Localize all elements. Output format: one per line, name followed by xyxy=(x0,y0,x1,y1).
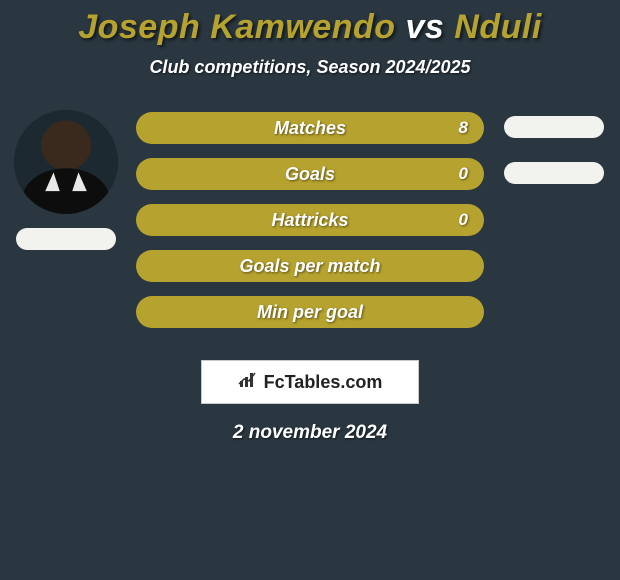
stat-bar: Matches 8 xyxy=(136,112,484,144)
player2-column xyxy=(494,108,614,184)
stat-label: Min per goal xyxy=(257,302,363,323)
player2-name: Nduli xyxy=(454,8,541,46)
vs-label: vs xyxy=(406,8,445,46)
player1-name: Joseph Kamwendo xyxy=(78,8,395,46)
stat-label: Hattricks xyxy=(271,210,348,231)
player1-avatar xyxy=(14,110,118,214)
avatar-placeholder-icon xyxy=(14,110,118,214)
stat-value: 8 xyxy=(459,118,468,138)
stat-pill xyxy=(504,116,604,138)
page-title: Joseph Kamwendo vs Nduli xyxy=(0,8,620,47)
stat-value: 0 xyxy=(459,164,468,184)
brand-text: FcTables.com xyxy=(264,372,383,393)
subtitle: Club competitions, Season 2024/2025 xyxy=(0,57,620,78)
stat-pill xyxy=(504,162,604,184)
stat-bar: Goals 0 xyxy=(136,158,484,190)
stat-bar: Hattricks 0 xyxy=(136,204,484,236)
stat-value: 0 xyxy=(459,210,468,230)
player1-column xyxy=(6,108,126,250)
stat-label: Goals per match xyxy=(239,256,380,277)
bar-chart-icon xyxy=(238,371,260,394)
stat-label: Goals xyxy=(285,164,335,185)
player2-pills xyxy=(494,116,614,184)
stat-bar: Goals per match xyxy=(136,250,484,282)
brand-box: FcTables.com xyxy=(201,360,419,404)
stat-label: Matches xyxy=(274,118,346,139)
stats-area: Matches 8 Goals 0 Hattricks 0 Goals per match M… xyxy=(0,108,620,348)
stat-pill xyxy=(16,228,116,250)
comparison-card: Joseph Kamwendo vs Nduli Club competitio… xyxy=(0,0,620,444)
date-label: 2 november 2024 xyxy=(0,422,620,444)
stat-bar: Min per goal xyxy=(136,296,484,328)
stat-bars: Matches 8 Goals 0 Hattricks 0 Goals per match M… xyxy=(136,112,484,328)
player1-pills xyxy=(6,228,126,250)
